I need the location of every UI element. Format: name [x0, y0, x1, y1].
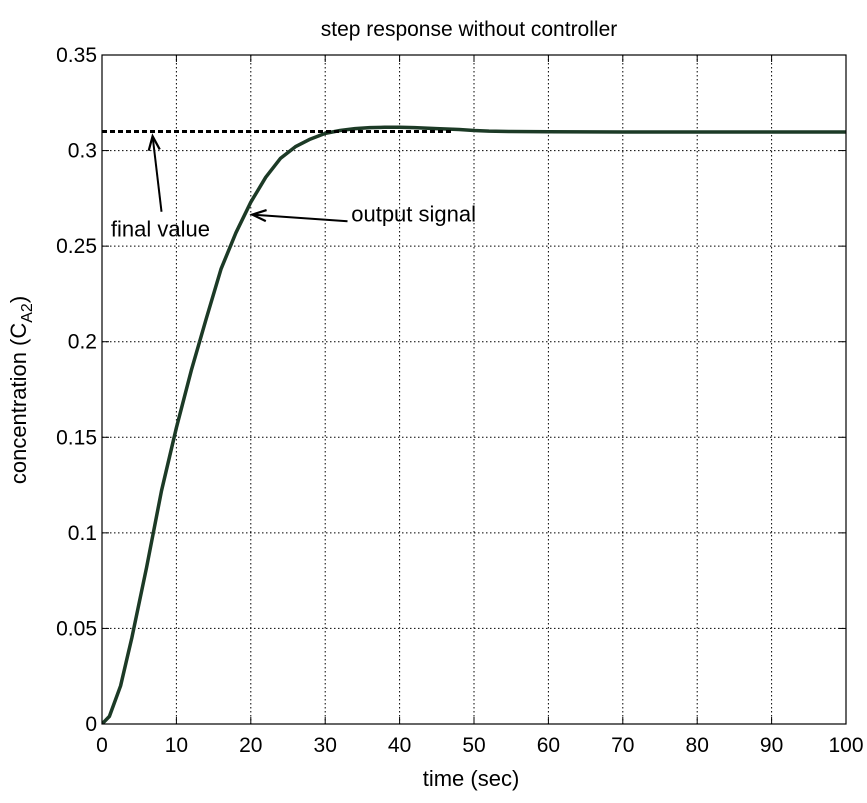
y-tick-labels: 0 0.05 0.1 0.15 0.2 0.25 0.3 0.35: [56, 44, 97, 736]
y-tick-label: 0.15: [56, 426, 97, 449]
y-tick-label: 0.1: [68, 522, 97, 545]
series-group: [102, 125, 846, 724]
annotations: final value output signal: [111, 133, 476, 242]
y-tick-label: 0.25: [56, 235, 97, 258]
y-axis-label-main: concentration (C: [6, 323, 31, 485]
y-axis-label-close: ): [6, 296, 31, 303]
x-axis-label: time (sec): [423, 766, 520, 791]
x-tick-labels: 0 10 20 30 40 50 60 70 80 90 100: [96, 734, 863, 757]
y-tick-label: 0.2: [68, 331, 97, 354]
x-tick-label: 100: [828, 734, 863, 757]
output-signal-arrow-shaft: [252, 213, 348, 223]
output-signal-annotation-text: output signal: [351, 201, 476, 226]
x-tick-label: 30: [314, 734, 337, 757]
y-axis-label: concentration (CA2): [6, 296, 36, 484]
chart-title: step response without controller: [321, 18, 618, 41]
output-signal-line: [102, 125, 846, 724]
x-tick-label: 90: [760, 734, 783, 757]
x-tick-label: 50: [462, 734, 485, 757]
x-tick-label: 40: [388, 734, 411, 757]
tick-marks: [101, 54, 847, 725]
x-tick-label: 60: [537, 734, 560, 757]
y-tick-label: 0: [85, 713, 97, 736]
grid: [102, 55, 846, 724]
x-tick-label: 0: [96, 734, 108, 757]
y-tick-label: 0.05: [56, 617, 97, 640]
y-tick-label: 0.35: [56, 44, 97, 67]
y-axis-label-subscript: A2: [19, 303, 36, 323]
x-tick-label: 10: [165, 734, 188, 757]
final-value-annotation-text: final value: [111, 217, 210, 242]
y-tick-label: 0.3: [68, 140, 97, 163]
final-value-arrow-head: [147, 133, 161, 152]
x-tick-label: 70: [611, 734, 634, 757]
final-value-arrow-shaft: [151, 136, 163, 212]
output-signal-arrow-head: [249, 208, 267, 223]
x-tick-label: 80: [686, 734, 709, 757]
x-tick-label: 20: [239, 734, 262, 757]
